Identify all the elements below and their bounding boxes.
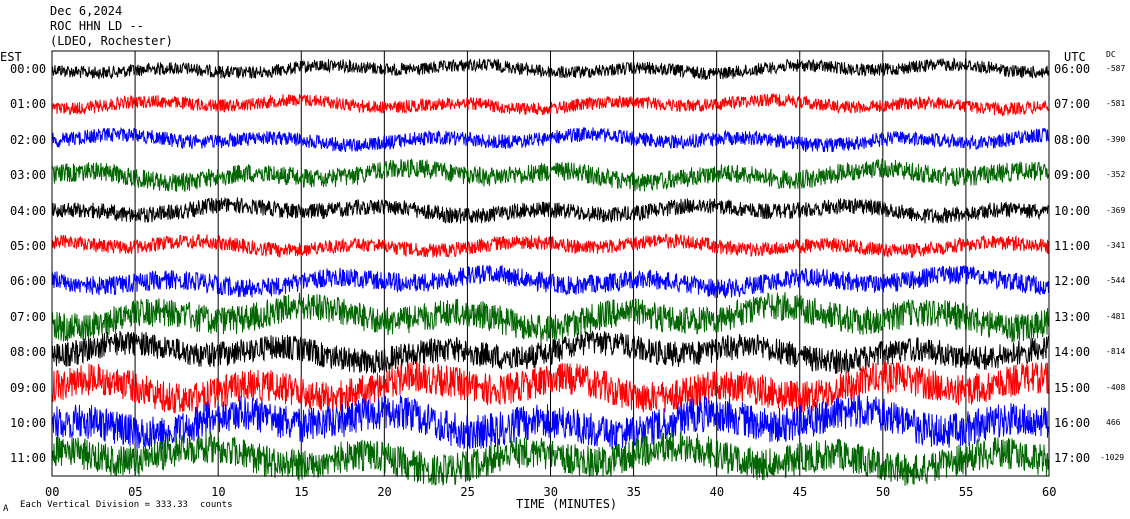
trace-0500 bbox=[51, 232, 1049, 259]
scale-unit: counts bbox=[200, 500, 233, 510]
utc-label: 15:00 bbox=[1054, 380, 1091, 395]
x-tick-label: 20 bbox=[377, 485, 392, 499]
trace-0100 bbox=[51, 93, 1049, 117]
x-tick-label: 45 bbox=[792, 485, 808, 499]
est-label: 01:00 bbox=[10, 97, 47, 112]
footer-mark: A bbox=[3, 504, 9, 514]
dc-value: -581 bbox=[1106, 99, 1126, 109]
dc-value: -544 bbox=[1106, 276, 1126, 286]
right-timezone-label: UTC bbox=[1064, 50, 1086, 64]
trace-0600 bbox=[51, 264, 1049, 299]
plot-frame bbox=[51, 50, 1050, 477]
trace-0000 bbox=[51, 56, 1049, 81]
trace-1000 bbox=[51, 394, 1049, 451]
est-label: 02:00 bbox=[10, 132, 47, 147]
est-label: 04:00 bbox=[10, 203, 47, 218]
x-tick-label: 15 bbox=[294, 485, 309, 499]
est-label: 06:00 bbox=[10, 274, 47, 289]
est-label: 05:00 bbox=[10, 239, 47, 253]
utc-label: 12:00 bbox=[1054, 274, 1091, 289]
utc-label: 16:00 bbox=[1054, 416, 1091, 430]
network-label: (LDEO, Rochester) bbox=[50, 34, 173, 48]
x-tick-label: 55 bbox=[958, 485, 974, 499]
dc-value: -352 bbox=[1106, 170, 1126, 180]
est-label: 11:00 bbox=[10, 451, 47, 466]
x-tick-label: 30 bbox=[543, 485, 558, 499]
utc-label: 09:00 bbox=[1054, 168, 1091, 183]
dc-value: -1029 bbox=[1100, 453, 1125, 463]
dc-value: -408 bbox=[1106, 382, 1126, 392]
est-label: 03:00 bbox=[10, 168, 47, 183]
dc-value: -369 bbox=[1106, 205, 1126, 215]
trace-0200 bbox=[51, 126, 1049, 153]
x-tick-label: 60 bbox=[1042, 485, 1057, 499]
x-tick-label: 50 bbox=[875, 485, 891, 499]
est-label: 07:00 bbox=[10, 309, 47, 324]
utc-label: 06:00 bbox=[1054, 62, 1091, 76]
dc-value: -390 bbox=[1106, 134, 1126, 144]
trace-1100 bbox=[51, 431, 1049, 487]
x-axis-title: TIME (MINUTES) bbox=[516, 497, 618, 511]
utc-label: 17:00 bbox=[1054, 451, 1091, 466]
station-label: ROC HHN LD -- bbox=[50, 19, 144, 33]
est-label: 09:00 bbox=[10, 380, 47, 395]
dc-value: 466 bbox=[1106, 418, 1121, 427]
trace-0700 bbox=[51, 292, 1049, 343]
utc-label: 08:00 bbox=[1054, 132, 1091, 147]
left-timezone-label: EST bbox=[0, 50, 22, 64]
x-tick-label: 00 bbox=[45, 485, 60, 499]
est-label: 08:00 bbox=[10, 345, 47, 360]
trace-0300 bbox=[51, 158, 1049, 193]
trace-0400 bbox=[51, 196, 1049, 224]
dc-value: -481 bbox=[1106, 311, 1126, 321]
minute-grid bbox=[134, 51, 967, 476]
dc-value: -814 bbox=[1106, 347, 1126, 357]
scale-text: Each Vertical Division = 333.33 bbox=[20, 500, 194, 510]
x-tick-label: 35 bbox=[626, 485, 642, 499]
dc-value: -587 bbox=[1106, 64, 1126, 73]
x-tick-label: 10 bbox=[211, 485, 226, 499]
est-label: 10:00 bbox=[10, 416, 47, 430]
seismic-traces bbox=[51, 56, 1049, 487]
utc-label: 13:00 bbox=[1054, 309, 1091, 324]
utc-label: 07:00 bbox=[1054, 97, 1091, 112]
trace-0900 bbox=[51, 361, 1049, 414]
utc-label: 11:00 bbox=[1054, 239, 1091, 253]
est-label: 00:00 bbox=[10, 62, 47, 76]
utc-label: 14:00 bbox=[1054, 345, 1091, 360]
x-tick-label: 05 bbox=[128, 485, 143, 499]
x-tick-label: 25 bbox=[460, 485, 475, 499]
date-label: Dec 6,2024 bbox=[50, 4, 123, 18]
trace-0800 bbox=[51, 330, 1049, 374]
dc-header-label: DC bbox=[1106, 50, 1116, 59]
x-tick-label: 40 bbox=[709, 485, 725, 499]
utc-label: 10:00 bbox=[1054, 203, 1091, 218]
dc-value: -341 bbox=[1106, 241, 1126, 250]
